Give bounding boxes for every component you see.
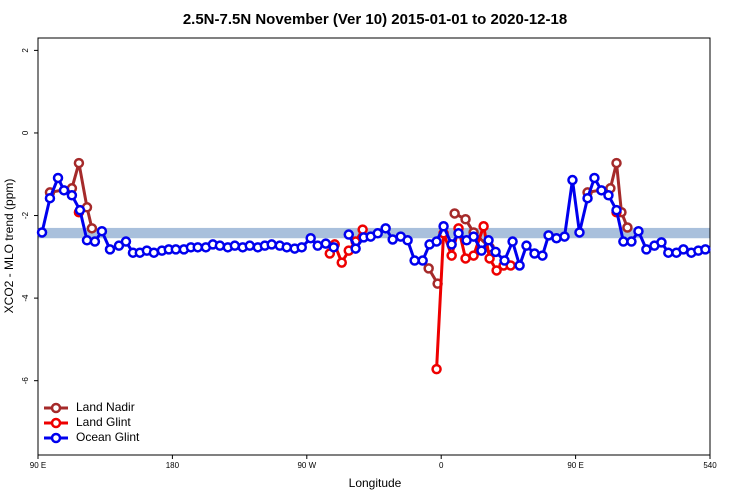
point [603, 190, 614, 201]
point [537, 250, 548, 261]
point [409, 255, 420, 266]
point [449, 208, 460, 219]
point [618, 236, 629, 247]
x-tick-label: 90 E [567, 461, 583, 470]
x-axis-label: Longitude [349, 476, 402, 490]
point [336, 257, 347, 268]
point [460, 253, 471, 264]
y-tick-label: -6 [21, 377, 30, 385]
legend-label: Ocean Glint [76, 430, 140, 444]
point [343, 229, 355, 240]
point [372, 228, 383, 239]
point [89, 236, 101, 247]
point [148, 247, 160, 258]
point [58, 185, 70, 196]
point [81, 235, 93, 246]
point [423, 263, 434, 274]
point [73, 157, 85, 169]
point [499, 255, 510, 266]
point [574, 227, 585, 238]
point [567, 174, 578, 186]
point [478, 221, 489, 232]
chart-title: 2.5N-7.5N November (Ver 10) 2015-01-01 t… [183, 11, 567, 28]
point [120, 236, 132, 247]
point [266, 239, 277, 250]
point [622, 222, 633, 233]
point [431, 363, 442, 375]
point [589, 172, 600, 184]
y-tick-label: 0 [21, 130, 30, 135]
point [417, 255, 428, 266]
point [74, 204, 86, 216]
point [380, 223, 391, 234]
point [438, 221, 449, 232]
point [656, 237, 667, 248]
point [468, 250, 479, 261]
point [296, 242, 307, 253]
x-tick-label: 540 [703, 461, 717, 470]
point [305, 232, 316, 244]
point [483, 235, 494, 246]
point [192, 242, 204, 253]
legend-marker [50, 417, 62, 429]
y-tick-label: 2 [21, 48, 30, 53]
point [66, 190, 78, 201]
point [633, 225, 644, 237]
x-tick-label: 0 [439, 461, 444, 470]
y-tick-label: -2 [21, 211, 30, 219]
point [521, 240, 532, 251]
point [96, 225, 108, 237]
y-axis-label: XCO2 - MLO trend (ppm) [2, 179, 16, 314]
point [700, 244, 711, 255]
point [36, 227, 48, 238]
point [611, 204, 622, 216]
point [86, 223, 98, 234]
point [559, 231, 570, 242]
point [312, 240, 323, 251]
point [446, 239, 457, 250]
point [350, 243, 361, 254]
point [551, 232, 562, 244]
legend-label: Land Glint [76, 415, 131, 429]
point [431, 236, 442, 247]
legend-marker [50, 402, 62, 414]
x-tick-label: 90 W [297, 461, 316, 470]
point [402, 235, 413, 246]
point [582, 192, 593, 204]
point [244, 240, 256, 251]
point [641, 244, 652, 255]
point [320, 238, 332, 249]
point [491, 265, 502, 276]
plot-frame [37, 37, 711, 456]
point [453, 228, 464, 239]
legend-label: Land Nadir [76, 400, 135, 414]
legend-marker [50, 432, 62, 444]
point [52, 172, 64, 184]
y-tick-label: -4 [21, 294, 30, 302]
point [663, 247, 674, 258]
point [460, 214, 471, 225]
point [281, 242, 293, 253]
point [328, 242, 339, 253]
point [484, 253, 495, 264]
point [507, 236, 518, 247]
point [514, 260, 525, 271]
point [596, 185, 607, 196]
x-tick-label: 90 E [30, 461, 46, 470]
point [626, 236, 637, 247]
point [490, 246, 501, 258]
point [104, 244, 116, 255]
point [476, 245, 487, 256]
x-tick-label: 180 [166, 461, 180, 470]
point [446, 250, 457, 261]
point [387, 234, 398, 245]
point [170, 244, 182, 255]
point [611, 157, 622, 169]
point [468, 231, 479, 242]
point [44, 192, 56, 204]
